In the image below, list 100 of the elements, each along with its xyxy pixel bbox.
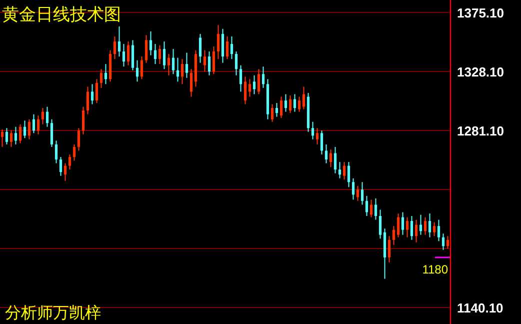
annotation: 分析师万凯梓 <box>5 304 101 322</box>
candlestick <box>230 36 234 60</box>
candlestick <box>316 128 319 145</box>
candlestick <box>432 222 436 237</box>
candlestick <box>198 33 202 64</box>
candlestick <box>257 68 260 95</box>
candlestick <box>0 128 4 148</box>
candlestick <box>280 96 283 119</box>
y-tick-label: 1328.10 <box>457 64 504 80</box>
candlestick <box>180 58 184 85</box>
candlestick <box>234 50 238 76</box>
chart-title: 黄金日线技术图 <box>2 5 121 24</box>
candlestick <box>244 76 247 105</box>
candlestick <box>392 226 396 246</box>
candlestick <box>54 140 58 164</box>
candlestick <box>270 104 274 122</box>
candlestick <box>284 94 288 112</box>
candlestick <box>41 108 44 125</box>
candlestick <box>50 118 54 148</box>
candlestick <box>113 36 116 60</box>
candlestick <box>118 26 121 58</box>
candlestick <box>401 212 404 236</box>
candlestick <box>154 43 157 65</box>
candlestick <box>406 216 409 238</box>
candlestick <box>77 128 80 152</box>
candlestick <box>18 124 22 144</box>
candlestick <box>167 54 170 76</box>
candlestick <box>360 182 364 206</box>
candlestick <box>5 128 8 145</box>
candlestick <box>334 146 337 174</box>
candlestick <box>347 162 350 188</box>
candlestick <box>370 199 373 218</box>
candlestick <box>149 30 152 56</box>
candlestick <box>59 156 62 176</box>
candlestick <box>419 214 422 236</box>
candlestick <box>64 162 67 182</box>
candlestick <box>428 212 432 238</box>
candlestick <box>288 94 292 114</box>
ref-line-label: 1180 <box>422 262 448 276</box>
candlestick <box>293 94 296 112</box>
candlestick <box>23 120 26 139</box>
candlestick <box>414 219 418 243</box>
candlestick <box>158 44 162 65</box>
candlestick <box>203 50 206 72</box>
candlestick <box>10 130 13 148</box>
candlestick <box>212 46 216 75</box>
candlestick <box>131 40 134 71</box>
candlestick <box>46 106 49 128</box>
candlestick <box>136 60 139 82</box>
candlestick <box>298 96 301 112</box>
candlestick <box>68 154 72 170</box>
candlestick <box>190 68 193 98</box>
candlestick <box>329 148 332 168</box>
candlestick <box>14 126 18 145</box>
candlestick <box>140 56 144 80</box>
candlestick <box>82 106 85 135</box>
candlestick <box>100 68 103 88</box>
candlestick <box>437 219 440 242</box>
candlestick <box>226 36 229 60</box>
candlestick <box>162 40 166 70</box>
candlestick <box>239 64 242 92</box>
candlestick <box>208 50 211 76</box>
candlestick <box>342 162 346 180</box>
y-tick-label: 1375.10 <box>457 5 504 20</box>
candlestick <box>86 86 90 115</box>
candlestick <box>352 178 355 200</box>
candlestick <box>302 86 306 110</box>
candlestick <box>388 236 391 263</box>
candlestick <box>378 209 382 240</box>
candlestick <box>72 144 76 162</box>
candlestick <box>311 121 314 140</box>
candlestick <box>176 57 180 82</box>
candlestick <box>442 233 445 250</box>
candlestick <box>122 43 126 68</box>
candlestick <box>262 66 265 88</box>
candlestick <box>338 162 342 179</box>
candlestick <box>424 216 427 236</box>
candlestick <box>252 74 256 95</box>
candlestick <box>396 212 400 238</box>
candlestick <box>172 48 175 75</box>
candlestick <box>126 40 130 66</box>
candlestick <box>248 78 252 98</box>
candlestick <box>36 115 40 135</box>
candlestick <box>104 64 108 85</box>
candlestick <box>324 144 328 164</box>
candlestick <box>446 236 450 250</box>
candlestick <box>185 52 188 78</box>
candlestick <box>216 24 220 60</box>
candlestick <box>365 195 368 216</box>
candlestick <box>221 28 224 64</box>
candlestick <box>95 78 98 104</box>
candlestick <box>374 198 378 220</box>
candlestick <box>32 114 36 134</box>
candlestick <box>320 130 324 155</box>
candlestick <box>90 84 94 105</box>
candlestick <box>356 185 360 202</box>
candlestick <box>275 102 278 118</box>
candlestick <box>410 216 414 240</box>
y-tick-label: 1281.10 <box>457 123 504 138</box>
candlestick <box>144 34 148 64</box>
